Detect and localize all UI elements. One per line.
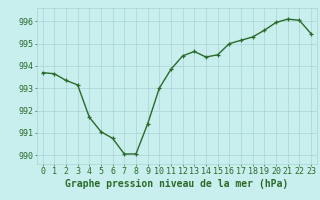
X-axis label: Graphe pression niveau de la mer (hPa): Graphe pression niveau de la mer (hPa) bbox=[65, 179, 288, 189]
